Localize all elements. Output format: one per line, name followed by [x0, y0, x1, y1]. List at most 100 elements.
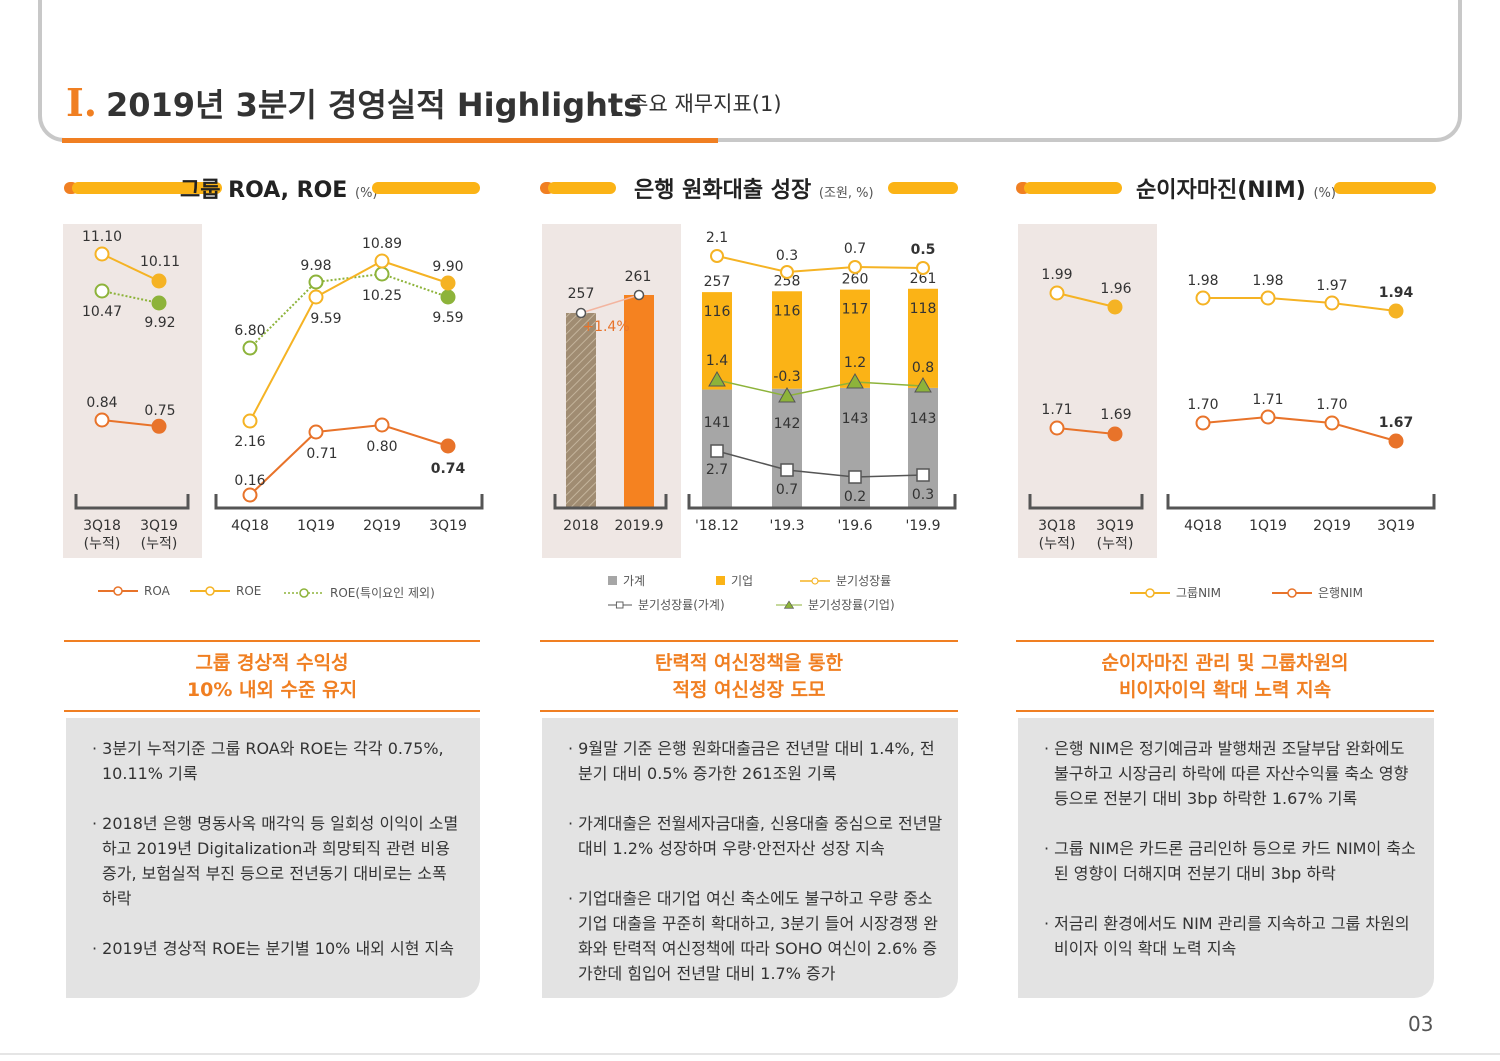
group-nim-q-point	[1324, 295, 1340, 311]
bank-nim-cum-point	[1107, 426, 1123, 442]
growth-corp-line	[716, 379, 924, 397]
roa-left-tick-label: 3Q18	[83, 518, 121, 534]
roe-q-label: 2.16	[234, 434, 265, 450]
roe-cum-point	[94, 246, 110, 262]
loan-bullet-2: · 가계대출은 전월세자금대출, 신용대출 중심으로 전년말 대비 1.2% 성…	[568, 814, 943, 858]
roe-adj-q-label: 9.59	[432, 310, 463, 326]
nim-left-tick-label: (누적)	[1097, 536, 1134, 552]
nim-bullet-2: · 그룹 NIM은 카드론 금리인하 등으로 카드 NIM이 축소된 영향이 더…	[1044, 839, 1416, 883]
bank-nim-q-label: 1.70	[1187, 397, 1218, 413]
growth-corp-label: -0.3	[773, 369, 800, 385]
bank-nim-cum-label: 1.71	[1041, 402, 1072, 418]
loan-annual-panel	[542, 224, 681, 558]
growth-total-line	[716, 255, 924, 274]
roa-q-point	[374, 417, 390, 433]
roa-right-tick-label: 1Q19	[297, 518, 335, 534]
loan-total-label: 258	[774, 273, 801, 289]
loan-summary-heading-line1: 탄력적 여신정책을 통한	[654, 652, 844, 674]
bank-nim-q-label: 1.67	[1379, 415, 1414, 431]
roa-cum-label: 0.75	[144, 403, 175, 419]
nim-left-tick-label: (누적)	[1039, 536, 1076, 552]
roa-cum-label: 0.84	[86, 395, 117, 411]
roa-title-text: 그룹 ROA, ROE	[180, 178, 348, 203]
group-nim-cum-point	[1049, 285, 1065, 301]
loan-total-label: 257	[704, 274, 731, 290]
loan-annual-value: 257	[568, 286, 595, 302]
loan-left-bracket	[553, 494, 668, 510]
pill-left	[72, 182, 222, 194]
pill-left	[1024, 182, 1122, 194]
roa-bullet-2: · 2018년 은행 명동사옥 매각익 등 일회성 이익이 소멸하고 2019년…	[92, 814, 459, 908]
roa-q-label: 0.16	[234, 473, 265, 489]
page-subtitle: _ 주요 재무지표(1)	[612, 92, 782, 116]
growth-corp-marker	[846, 372, 864, 389]
bank-nim-q-label: 1.71	[1252, 392, 1283, 408]
roe-q-label: 9.90	[432, 259, 463, 275]
pill-left	[548, 182, 616, 194]
pill-right	[372, 182, 480, 194]
legend-growth: 분기성장률	[800, 572, 891, 589]
nim-summary-heading: 순이자마진 관리 및 그룹차원의 비이자이익 확대 노력 지속	[1016, 640, 1434, 712]
roe-q-label: 9.59	[310, 311, 341, 327]
legend-roe: ROE	[190, 584, 261, 598]
page-number: 03	[1408, 1012, 1434, 1036]
growth-household-label: 0.3	[912, 487, 934, 503]
group-nim-q-line	[1203, 297, 1397, 312]
roa-right-tick-label: 3Q19	[429, 518, 467, 534]
corporate-value-label: 116	[774, 303, 801, 319]
roe-adj-q-label: 6.80	[234, 323, 265, 339]
legend-group-nim: 그룹NIM	[1130, 584, 1221, 601]
roe-adj-cum-label: 10.47	[82, 304, 122, 320]
household-value-label: 143	[842, 411, 869, 427]
nim-right-bracket	[1166, 494, 1436, 510]
group-nim-cum-label: 1.99	[1041, 267, 1072, 283]
legend-corporate-label: 기업	[731, 574, 754, 588]
legend-roa-label: ROA	[144, 584, 170, 598]
roa-q-label: 0.74	[431, 461, 466, 477]
growth-household-marker	[848, 470, 862, 484]
growth-total-point	[916, 261, 930, 275]
roa-q-point	[308, 424, 324, 440]
roa-cum-line	[101, 419, 160, 428]
household-bar	[772, 388, 802, 508]
corporate-bar	[908, 288, 938, 388]
roa-cum-point	[151, 418, 167, 434]
roa-right-tick-label: 4Q18	[231, 518, 269, 534]
loan-summary-heading: 탄력적 여신정책을 통한 적정 여신성장 도모	[540, 640, 958, 712]
roe-cum-label: 10.11	[140, 254, 180, 270]
roe-adj-q-point	[242, 340, 258, 356]
growth-total-point	[848, 260, 862, 274]
legend-growth-household-label: 분기성장률(가계)	[638, 598, 725, 612]
growth-total-label: 0.7	[844, 241, 866, 257]
roe-adj-cum-line	[101, 290, 160, 304]
loan-title-text: 은행 원화대출 성장	[634, 178, 812, 203]
roe-adj-q-point	[308, 274, 324, 290]
legend-household: 가계	[608, 572, 645, 589]
loan-summary-body: · 9월말 기준 은행 원화대출금은 전년말 대비 1.4%, 전분기 대비 0…	[542, 718, 958, 998]
group-nim-q-label: 1.98	[1187, 273, 1218, 289]
roe-q-point	[242, 413, 258, 429]
bank-nim-q-point	[1195, 415, 1211, 431]
roe-q-point	[374, 253, 390, 269]
legend-corporate-swatch	[716, 576, 725, 585]
legend-household-label: 가계	[623, 574, 646, 588]
roa-cum-point	[94, 412, 110, 428]
group-nim-q-point	[1388, 303, 1404, 319]
roa-summary-body: · 3분기 누적기준 그룹 ROA와 ROE는 각각 0.75%, 10.11%…	[66, 718, 480, 998]
growth-corp-label: 1.4	[706, 353, 728, 369]
roa-left-tick-label: (누적)	[141, 536, 178, 552]
roa-bullet-3: · 2019년 경상적 ROE는 분기별 10% 내외 시현 지속	[92, 939, 454, 958]
bank-nim-q-line	[1202, 415, 1397, 442]
legend-growth-household: 분기성장률(가계)	[608, 596, 725, 613]
legend-household-swatch	[608, 576, 617, 585]
group-nim-q-label: 1.94	[1379, 285, 1414, 301]
roa-left-tick-label: 3Q19	[140, 518, 178, 534]
bank-nim-q-point	[1324, 415, 1340, 431]
growth-total-label: 0.5	[911, 242, 936, 258]
legend-roa: ROA	[98, 584, 170, 598]
roe-q-label: 10.89	[362, 236, 402, 252]
nim-right-tick-label: 1Q19	[1249, 518, 1287, 534]
roa-bullet-1: · 3분기 누적기준 그룹 ROA와 ROE는 각각 0.75%, 10.11%…	[92, 739, 444, 783]
growth-household-label: 0.2	[844, 489, 866, 505]
bank-nim-q-label: 1.70	[1316, 397, 1347, 413]
